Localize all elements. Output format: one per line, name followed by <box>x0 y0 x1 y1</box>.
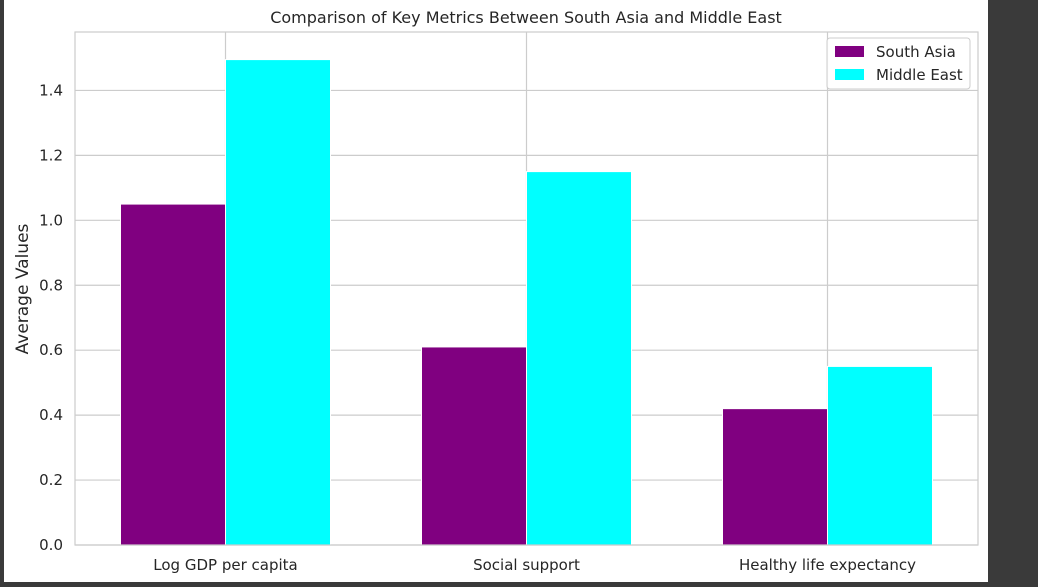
y-tick-label: 1.4 <box>39 81 63 99</box>
x-tick-labels: Log GDP per capita Social support Healthy … <box>153 556 916 574</box>
y-tick-label: 0.0 <box>39 536 63 554</box>
x-tick-label: Healthy life expectancy <box>739 556 916 574</box>
y-tick-label: 0.6 <box>39 341 63 359</box>
bar-middle-east <box>225 59 331 546</box>
x-tick-label: Log GDP per capita <box>153 556 297 574</box>
y-tick-label: 0.4 <box>39 406 63 424</box>
bar-middle-east <box>526 171 632 546</box>
bar-south-asia <box>722 408 828 546</box>
legend-label-south-asia: South Asia <box>876 43 956 61</box>
legend: South Asia Middle East <box>826 37 971 90</box>
legend-swatch-south-asia <box>835 46 864 57</box>
bar-south-asia <box>120 203 226 546</box>
plot-frame <box>74 31 979 546</box>
y-tick-label: 1.0 <box>39 211 63 229</box>
legend-swatch-middle-east <box>835 69 864 80</box>
x-tick-label: Social support <box>473 556 580 574</box>
legend-label-middle-east: Middle East <box>876 66 963 84</box>
y-tick-label: 1.2 <box>39 146 63 164</box>
chart-title: Comparison of Key Metrics Between South … <box>270 8 782 27</box>
bars <box>120 59 933 546</box>
y-tick-label: 0.8 <box>39 276 63 294</box>
y-axis-title: Average Values <box>13 223 33 354</box>
y-tick-label: 0.2 <box>39 471 63 489</box>
chart-figure: Comparison of Key Metrics Between South … <box>4 0 988 582</box>
bar-middle-east <box>827 365 933 546</box>
bar-chart: Comparison of Key Metrics Between South … <box>13 8 979 574</box>
bar-south-asia <box>421 346 527 546</box>
y-tick-labels: 0.0 0.2 0.4 0.6 0.8 1.0 1.2 1.4 <box>39 81 63 554</box>
